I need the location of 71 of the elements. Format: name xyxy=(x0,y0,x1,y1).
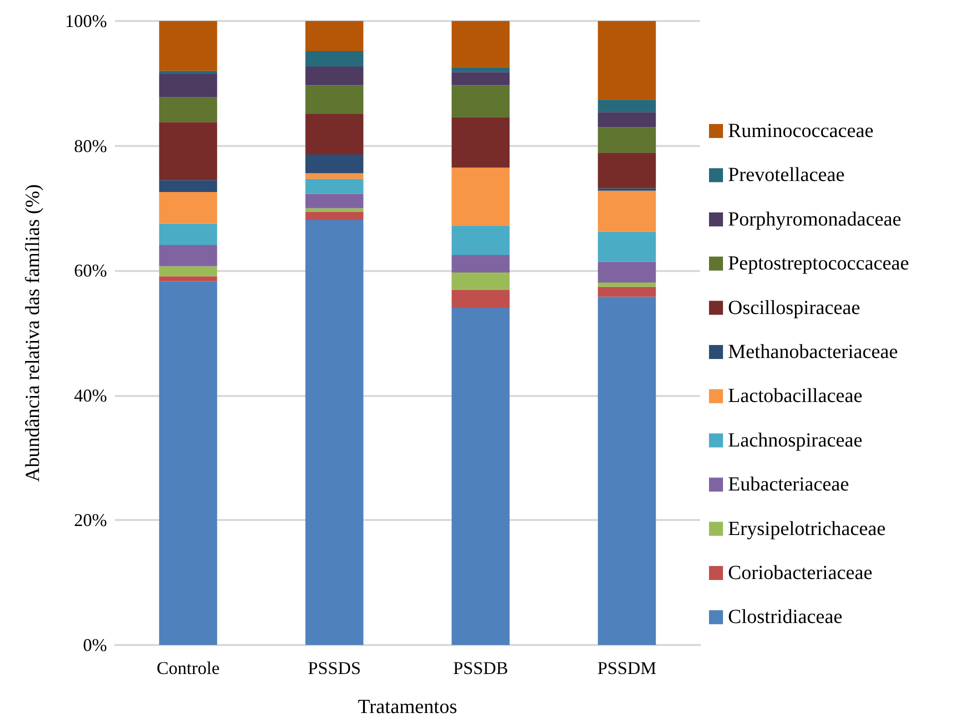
legend-label: Clostridiaceae xyxy=(728,606,843,628)
bar xyxy=(305,85,364,114)
bar xyxy=(598,296,656,645)
bar xyxy=(452,272,510,290)
y-axis-title: Abundância relativa das famílias (%) xyxy=(22,184,44,482)
bar xyxy=(305,194,364,208)
bar xyxy=(159,266,218,276)
bar xyxy=(452,290,510,308)
x-axis-title: Tratamentos xyxy=(358,696,458,718)
bar xyxy=(598,112,656,128)
legend-label: Prevotellaceae xyxy=(728,164,845,186)
bar xyxy=(305,50,364,67)
bar xyxy=(159,21,218,71)
bar xyxy=(452,85,510,118)
bar xyxy=(598,152,656,188)
x-tick-label: PSSDM xyxy=(597,658,656,678)
bar xyxy=(452,21,510,68)
bar xyxy=(159,224,218,246)
y-tick-label: 80% xyxy=(74,136,107,156)
x-tick-label: PSSDB xyxy=(453,658,508,678)
y-tick-label: 100% xyxy=(65,11,107,31)
bar xyxy=(305,178,364,194)
bar xyxy=(452,255,510,272)
bar xyxy=(159,122,218,180)
legend-label: Porphyromonadaceae xyxy=(728,208,902,230)
bar xyxy=(305,154,364,174)
bar xyxy=(159,276,218,282)
y-tick-label: 20% xyxy=(74,510,107,530)
x-tick-label: Controle xyxy=(156,658,220,678)
y-tick-label: 60% xyxy=(74,260,107,281)
bar xyxy=(159,281,218,645)
legend-label: Ruminococcaceae xyxy=(728,120,874,142)
legend-label: Lachnospiraceae xyxy=(728,429,862,452)
bar xyxy=(305,208,364,212)
legend-label: Oscillospiraceae xyxy=(728,296,860,319)
bar xyxy=(598,282,656,287)
bar xyxy=(598,286,656,297)
bar xyxy=(452,67,510,72)
x-tick-label: PSSDS xyxy=(308,658,361,678)
bar xyxy=(305,21,364,51)
bar xyxy=(598,262,656,282)
bar xyxy=(452,308,510,645)
bar xyxy=(452,72,510,86)
bar xyxy=(452,168,510,226)
bar xyxy=(159,70,218,74)
legend-label: Coriobacteriaceae xyxy=(728,562,872,584)
bar xyxy=(598,190,656,232)
bar xyxy=(598,232,656,262)
bar xyxy=(452,117,510,168)
bar xyxy=(305,173,364,179)
bar xyxy=(598,21,656,100)
bar xyxy=(159,245,218,266)
bar xyxy=(598,100,656,112)
y-tick-label: 40% xyxy=(74,385,107,406)
bar xyxy=(598,127,656,153)
bar xyxy=(159,74,218,98)
legend-label: Methanobacteriaceae xyxy=(728,341,898,363)
bar xyxy=(452,226,510,255)
legend-label: Erysipelotrichaceae xyxy=(728,518,886,540)
legend-label: Lactobacillaceae xyxy=(728,385,862,408)
bar xyxy=(159,97,218,122)
bar xyxy=(159,180,218,192)
bar xyxy=(598,188,656,191)
bar xyxy=(305,114,364,155)
bar xyxy=(305,212,364,220)
legend-label: Peptostreptococcaceae xyxy=(728,252,910,275)
legend-label: Eubacteriaceae xyxy=(728,474,850,496)
y-tick-label: 0% xyxy=(83,635,107,655)
bar xyxy=(159,192,218,224)
bar xyxy=(305,220,364,645)
bar xyxy=(305,66,364,86)
